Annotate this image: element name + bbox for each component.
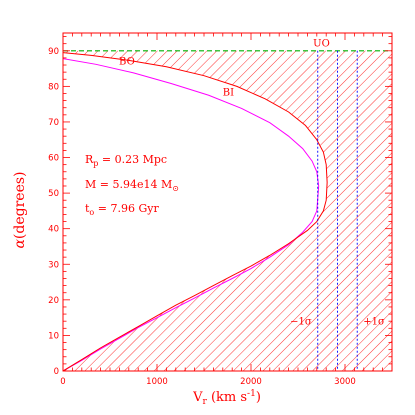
annotation-mass: M = 5.94e14 M⊙ [85, 178, 179, 193]
x-axis-title-units: (km s [211, 390, 247, 405]
y-axis-title-rest: (degrees) [12, 171, 28, 239]
curve-label-uo: UO [313, 39, 330, 50]
y-tick-label: 70 [48, 118, 59, 128]
x-axis-title-sub: r [202, 397, 207, 407]
y-axis-title: α(degrees) [12, 171, 28, 248]
series-line-bo [63, 52, 328, 371]
axes [62, 32, 393, 372]
sigma-label-minus: −1σ [290, 317, 312, 328]
y-tick-label: 90 [48, 47, 59, 57]
y-tick-label: 80 [48, 82, 59, 92]
y-tick-label: 60 [48, 154, 59, 164]
y-tick-label: 10 [48, 331, 59, 341]
plot-frame [62, 32, 393, 372]
x-tick-label: 3000 [334, 377, 356, 387]
series-line-bi [63, 58, 320, 371]
x-tick-label: 0 [60, 377, 65, 387]
sigma-label-plus: +1σ [363, 317, 385, 328]
y-tick-label: 0 [54, 367, 59, 377]
hatched-region-upper [63, 50, 392, 183]
curve-label-bi: BI [223, 87, 234, 98]
annotation-age: to = 7.96 Gyr [85, 202, 159, 217]
x-tick-label: 1000 [146, 377, 168, 387]
x-axis-title: Vr (km s-1) [192, 389, 261, 407]
x-axis-title-main: V [192, 390, 203, 405]
x-axis-title-close: ) [256, 390, 261, 405]
plot-area [63, 50, 392, 371]
x-axis-title-sup: -1 [247, 389, 256, 399]
y-tick-label: 40 [48, 225, 59, 235]
annotation-rp: Rp = 0.23 Mpc [85, 153, 167, 168]
y-tick-label: 50 [48, 189, 59, 199]
y-tick-label: 20 [48, 296, 59, 306]
x-tick-label: 2000 [240, 377, 262, 387]
y-tick-label: 30 [48, 260, 59, 270]
curve-label-bo: BO [119, 56, 135, 67]
y-axis-title-alpha: α [12, 239, 28, 249]
